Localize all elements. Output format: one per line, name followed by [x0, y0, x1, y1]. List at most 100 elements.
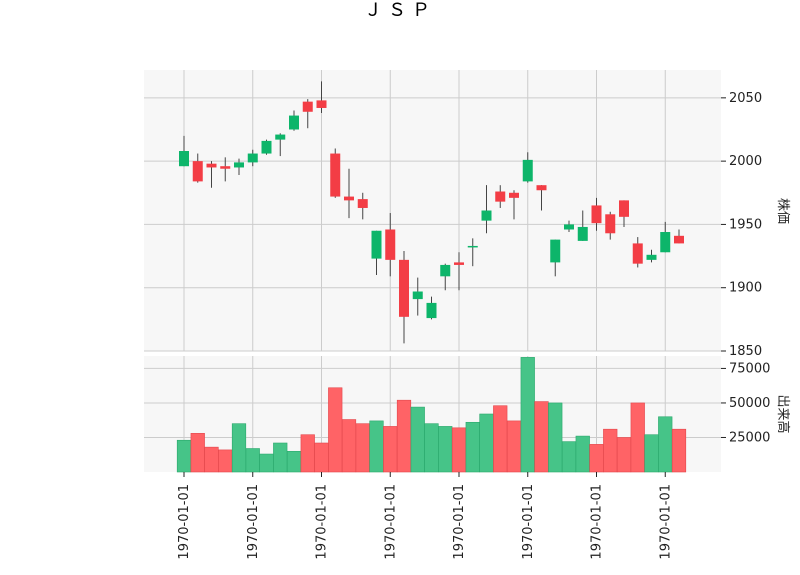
candle-body: [399, 259, 409, 317]
volume-bar: [314, 442, 329, 473]
volume-tick-label: 25000: [729, 430, 770, 445]
chart-title: ＪＳＰ: [364, 0, 436, 21]
candle-body: [330, 153, 341, 197]
candle-body: [234, 162, 244, 168]
candle-body: [454, 262, 464, 265]
candle-body: [220, 166, 231, 169]
candle-body: [619, 200, 629, 217]
volume-bar: [603, 428, 618, 473]
volume-bar: [383, 426, 398, 473]
candle-body: [481, 210, 492, 221]
candle-body: [385, 229, 396, 260]
price-tick-label: 2000: [729, 154, 762, 169]
candle-body: [509, 192, 519, 198]
candle-body: [495, 191, 506, 202]
volume-bar: [548, 402, 563, 473]
volume-bar: [355, 423, 370, 473]
candle-body: [564, 224, 574, 230]
volume-bar: [506, 420, 522, 473]
volume-bar: [438, 426, 453, 473]
volume-tick-label: 75000: [729, 361, 770, 376]
volume-bar: [451, 427, 467, 473]
x-tick-label: 1970-01-01: [590, 484, 605, 560]
x-tick-label: 1970-01-01: [452, 484, 467, 560]
candle-body: [550, 239, 561, 263]
candle-body: [179, 151, 189, 167]
volume-bar: [410, 406, 425, 473]
volume-bar: [328, 387, 343, 473]
volume-bar: [259, 453, 274, 473]
candle-body: [646, 254, 657, 260]
price-candles: [179, 81, 684, 344]
volume-bar: [218, 449, 233, 473]
candle-body: [192, 161, 203, 182]
candle-body: [316, 100, 327, 108]
candle-body: [289, 115, 299, 130]
candle-body: [426, 302, 437, 319]
volume-bar: [424, 423, 439, 473]
volume-bar: [616, 437, 632, 473]
volume-bar: [493, 405, 508, 473]
volume-bar: [671, 428, 687, 473]
volume-bar: [630, 402, 645, 473]
candle-body: [591, 205, 602, 224]
volume-bar: [300, 434, 315, 473]
volume-bar: [245, 448, 260, 473]
candle-body: [605, 214, 616, 234]
candle-body: [632, 243, 643, 264]
candle-body: [536, 185, 547, 191]
price-tick-label: 1950: [729, 217, 762, 232]
volume-bar: [341, 419, 357, 473]
volume-bar: [204, 446, 219, 473]
volume-bar: [465, 421, 480, 473]
volume-bar: [589, 444, 604, 473]
price-tick-label: 2050: [729, 91, 762, 106]
candle-body: [357, 199, 368, 208]
candle-body: [206, 163, 217, 168]
volume-bar: [369, 420, 384, 473]
candle-body: [344, 196, 354, 201]
price-grid: [144, 70, 721, 352]
candle-body: [261, 140, 272, 154]
candle-body: [577, 226, 588, 241]
volume-bars: [176, 357, 687, 473]
x-tick-label: 1970-01-01: [521, 484, 536, 560]
volume-bar: [396, 399, 412, 473]
volume-tick-label: 50000: [729, 396, 770, 411]
x-tick-label: 1970-01-01: [246, 484, 261, 560]
price-y-axis: 1850 1900 1950 2000 2050: [721, 91, 762, 359]
price-tick-label: 1850: [729, 344, 762, 359]
volume-bar: [561, 441, 577, 473]
price-tick-label: 1900: [729, 281, 762, 296]
x-tick-label: 1970-01-01: [177, 484, 192, 560]
candle-body: [674, 235, 684, 244]
x-tick-label: 1970-01-01: [658, 484, 673, 560]
volume-y-axis-label: 出来高: [775, 394, 791, 433]
x-axis: 1970-01-01 1970-01-01 1970-01-01 1970-01-01…: [177, 472, 673, 560]
volume-bar: [176, 439, 192, 473]
volume-y-axis: 25000 50000 75000: [721, 361, 770, 445]
volume-bar: [534, 401, 549, 473]
candle-body: [467, 245, 478, 248]
candle-body: [275, 134, 286, 140]
volume-bar: [190, 433, 205, 473]
volume-bar: [231, 423, 247, 473]
candle-body: [440, 264, 451, 277]
volume-bar: [644, 434, 659, 473]
candle-body: [302, 101, 313, 112]
candle-body: [371, 230, 382, 259]
volume-bar: [479, 413, 494, 473]
volume-bar: [273, 442, 288, 473]
candle-body: [247, 153, 258, 163]
candle-body: [412, 291, 423, 300]
volume-bar: [286, 450, 302, 473]
candle-body: [522, 159, 533, 182]
volume-bar: [658, 416, 673, 473]
volume-bar: [520, 357, 535, 473]
x-tick-label: 1970-01-01: [315, 484, 330, 560]
candle-body: [660, 232, 671, 253]
price-y-axis-label: 株価: [775, 198, 790, 224]
volume-bar: [575, 435, 590, 473]
x-tick-label: 1970-01-01: [383, 484, 398, 560]
